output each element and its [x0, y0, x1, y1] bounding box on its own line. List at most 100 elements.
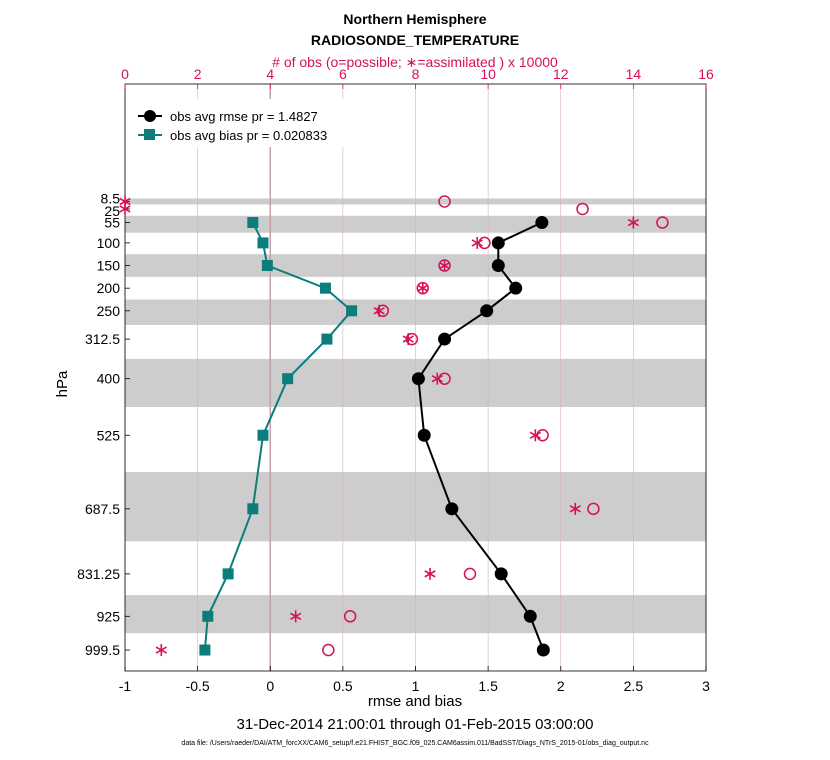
legend: obs avg rmse pr = 1.4827 obs avg bias pr…	[133, 99, 363, 147]
x-tick-label: -0.5	[186, 678, 210, 694]
obs-possible-marker	[343, 610, 357, 623]
rmse-point	[445, 502, 459, 516]
rmse-point	[411, 372, 425, 386]
top-tick-label: 14	[626, 66, 642, 82]
y-tick-label: 250	[97, 303, 121, 319]
obs-possible-marker	[405, 332, 419, 346]
bias-point	[346, 305, 358, 317]
obs-possible-marker	[376, 304, 390, 318]
asterisk-stroke	[627, 218, 639, 227]
chart-subtitle: RADIOSONDE_TEMPERATURE	[311, 32, 519, 48]
obs-assimilated-marker	[431, 372, 443, 385]
x-tick-label: 1.5	[478, 678, 498, 694]
top-tick-label: 0	[121, 66, 129, 82]
asterisk-stroke	[569, 505, 581, 513]
data-file-footnote: data file: /Users/raeder/DAI/ATM_forcXX/…	[181, 740, 649, 747]
bias-point	[222, 568, 234, 580]
obs-assimilated-marker	[417, 282, 429, 295]
top-tick-label: 6	[339, 66, 347, 82]
asterisk-stroke	[529, 431, 541, 439]
legend-rmse-marker	[144, 110, 156, 122]
obs-assimilated-marker	[290, 610, 302, 623]
rmse-point	[480, 304, 494, 318]
y-tick-label: 312.5	[85, 331, 120, 347]
asterisk-stroke	[417, 284, 429, 292]
y-tick-label: 25	[104, 203, 120, 219]
top-tick-label: 16	[698, 66, 714, 82]
y-tick-label: 525	[97, 427, 121, 443]
rmse-point	[523, 609, 537, 623]
obs-assimilated-marker	[373, 304, 385, 317]
obs-possible-marker	[656, 216, 669, 229]
bias-point	[247, 503, 259, 515]
asterisk-stroke	[155, 646, 167, 654]
rmse-point	[535, 216, 549, 230]
y-tick-label: 999.5	[85, 642, 120, 658]
y-tick-label: 55	[104, 215, 120, 231]
top-tick-label: 10	[480, 66, 496, 82]
legend-bias-label: obs avg bias pr = 0.020833	[170, 128, 327, 143]
asterisk-stroke	[424, 570, 436, 578]
asterisk-stroke	[471, 239, 483, 247]
top-axis-label: # of obs (o=possible; ∗=assimilated ) x …	[272, 54, 558, 70]
rmse-point	[438, 332, 452, 346]
bias-point	[319, 282, 331, 294]
y-tick-label: 400	[97, 371, 121, 387]
asterisk-stroke	[119, 197, 131, 206]
obs-assimilated-marker	[627, 216, 639, 229]
legend-box	[133, 99, 363, 147]
rmse-line	[417, 221, 545, 651]
bias-point	[247, 217, 259, 229]
obs-possible-marker	[438, 195, 451, 208]
legend-bias-marker	[144, 129, 155, 140]
x-tick-label: 3	[702, 678, 710, 694]
obs-assimilated-marker	[438, 259, 451, 272]
bias-point	[282, 373, 294, 385]
chart-title: Northern Hemisphere	[343, 11, 486, 27]
y-tick-label: 8.5	[101, 191, 121, 207]
y-tick-label: 925	[97, 608, 121, 624]
obs-possible-marker	[322, 643, 335, 657]
x-tick-label: 2.5	[624, 678, 644, 694]
top-tick-label: 8	[412, 66, 420, 82]
top-tick-label: 12	[553, 66, 569, 82]
series-lines	[199, 216, 550, 657]
top-axis: 0 2 4 6 8 10 12 14 16	[121, 66, 714, 89]
y-tick-label: 831.25	[77, 566, 120, 582]
obs-possible-marker	[478, 236, 491, 250]
obs-possible-marker	[576, 202, 589, 216]
bias-point	[261, 260, 273, 272]
rmse-point	[491, 259, 505, 273]
obs-possible-marker	[536, 429, 549, 442]
obs-possible-marker	[463, 567, 477, 581]
bias-point	[257, 429, 269, 441]
x-tick-label: -1	[119, 678, 132, 694]
asterisk-stroke	[438, 261, 451, 270]
rmse-point	[417, 428, 431, 442]
obs-assimilated-marker	[155, 644, 167, 657]
bias-point	[199, 644, 211, 656]
obs-assimilated-marker	[471, 236, 483, 249]
bias-point	[321, 333, 333, 345]
x-tick-label: 0	[266, 678, 274, 694]
obs-assimilated-marker	[569, 502, 581, 515]
obs-assimilated-marker	[402, 333, 414, 346]
y-tick-label: 200	[97, 280, 121, 296]
obs-possible-marker	[438, 372, 451, 385]
y-tick-label: 150	[97, 258, 121, 274]
bias-point	[257, 237, 269, 249]
asterisk-stroke	[373, 307, 385, 315]
asterisk-stroke	[119, 205, 131, 213]
rmse-point	[509, 281, 523, 295]
bottom-axis: -1 -0.5 0 0.5 1 1.5 2 2.5 3	[119, 666, 710, 694]
asterisk-stroke	[431, 374, 443, 383]
top-tick-label: 4	[266, 66, 274, 82]
x-tick-label: 1	[412, 678, 420, 694]
x-tick-label: 2	[557, 678, 565, 694]
rmse-point	[491, 236, 505, 250]
rmse-point	[494, 567, 508, 581]
y-tick-label: 100	[97, 235, 121, 251]
obs-assimilated-marker	[119, 202, 131, 215]
